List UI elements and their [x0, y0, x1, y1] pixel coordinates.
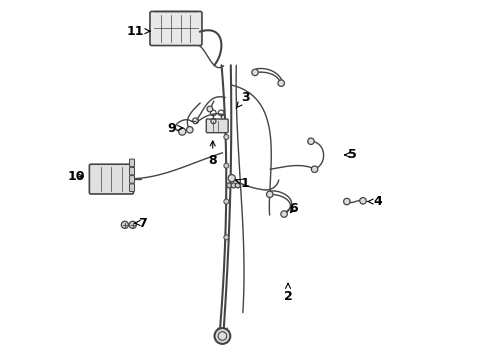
- FancyBboxPatch shape: [206, 119, 228, 133]
- Circle shape: [308, 138, 314, 144]
- Text: 3: 3: [236, 91, 249, 108]
- Circle shape: [311, 166, 318, 172]
- Text: 10: 10: [68, 170, 85, 183]
- Text: 8: 8: [208, 141, 217, 167]
- Circle shape: [224, 163, 229, 168]
- Circle shape: [343, 198, 350, 205]
- FancyBboxPatch shape: [129, 176, 135, 183]
- Text: 1: 1: [235, 177, 249, 190]
- FancyBboxPatch shape: [129, 184, 135, 192]
- Circle shape: [224, 199, 229, 204]
- Circle shape: [227, 183, 232, 188]
- Circle shape: [224, 134, 229, 139]
- Text: 9: 9: [167, 122, 183, 135]
- Circle shape: [224, 235, 229, 240]
- Circle shape: [187, 127, 193, 133]
- Circle shape: [235, 183, 240, 188]
- Circle shape: [252, 69, 258, 76]
- Circle shape: [228, 175, 235, 182]
- FancyBboxPatch shape: [150, 12, 202, 45]
- Circle shape: [215, 328, 230, 344]
- Text: 2: 2: [284, 283, 293, 303]
- Text: 4: 4: [368, 195, 382, 208]
- Text: 11: 11: [127, 25, 150, 38]
- Circle shape: [207, 106, 213, 112]
- Circle shape: [179, 128, 186, 135]
- Circle shape: [281, 211, 287, 217]
- FancyBboxPatch shape: [129, 159, 135, 167]
- Text: 5: 5: [345, 148, 357, 161]
- FancyBboxPatch shape: [89, 164, 133, 194]
- FancyBboxPatch shape: [129, 167, 135, 175]
- Circle shape: [122, 221, 128, 228]
- Circle shape: [267, 191, 273, 198]
- Circle shape: [360, 198, 366, 204]
- Circle shape: [231, 183, 236, 188]
- Text: 7: 7: [135, 216, 147, 230]
- Text: 6: 6: [289, 202, 298, 215]
- Circle shape: [278, 80, 285, 86]
- Circle shape: [129, 221, 136, 228]
